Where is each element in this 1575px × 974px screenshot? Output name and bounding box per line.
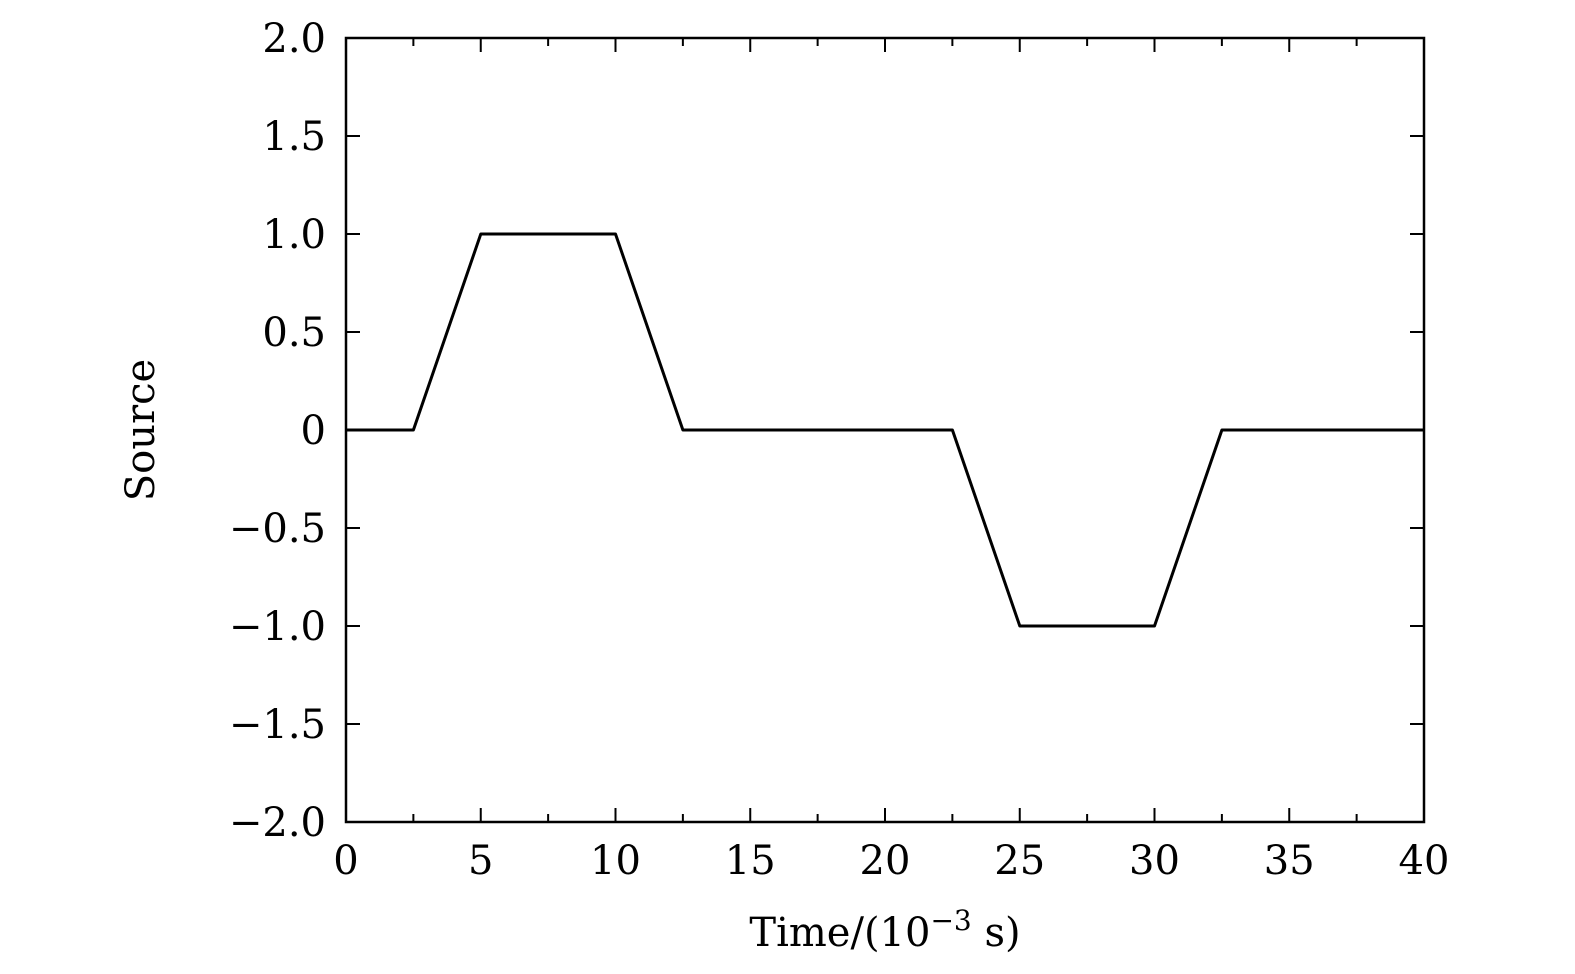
series-layer [346, 232, 1424, 628]
y-tick-label: 2.0 [262, 16, 326, 62]
y-tick-label: −1.5 [229, 702, 326, 748]
y-axis-title: Source [118, 359, 164, 501]
y-tick-label: 1.0 [262, 212, 326, 258]
x-tick-label: 20 [860, 838, 911, 884]
x-tick-label: 40 [1399, 838, 1450, 884]
x-axis-ticks: 0 5 10 15 20 25 30 35 40 [333, 38, 1449, 884]
y-tick-label: −0.5 [229, 506, 326, 552]
series-line [346, 232, 1424, 628]
y-tick-label: −2.0 [229, 800, 326, 846]
x-tick-label: 35 [1264, 838, 1315, 884]
x-tick-label: 15 [725, 838, 776, 884]
y-tick-label: 1.5 [262, 114, 326, 160]
x-axis-title-suffix: s) [972, 910, 1021, 956]
x-tick-label: 10 [590, 838, 641, 884]
x-tick-label: 25 [994, 838, 1045, 884]
x-axis-title-exponent: −3 [930, 904, 971, 937]
x-tick-label: 0 [333, 838, 358, 884]
y-tick-label: 0.5 [262, 310, 326, 356]
y-tick-label: −1.0 [229, 604, 326, 650]
y-tick-label: 0 [301, 408, 326, 454]
x-axis-title: Time/(10−3 s) [749, 904, 1020, 956]
x-tick-label: 5 [468, 838, 493, 884]
y-axis-ticks: 2.0 1.5 1.0 0.5 0 −0.5 −1.0 −1.5 −2.0 [229, 16, 1424, 846]
x-tick-label: 30 [1129, 838, 1180, 884]
